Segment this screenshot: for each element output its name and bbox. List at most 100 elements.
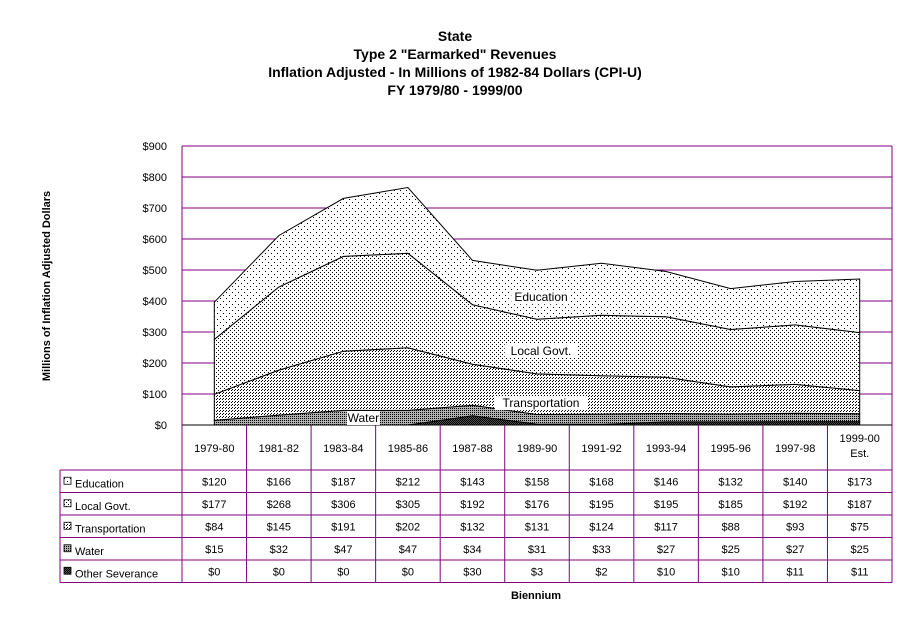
chart-title: State Type 2 "Earmarked" Revenues Inflat… bbox=[268, 28, 642, 98]
area-label: Local Govt. bbox=[511, 344, 572, 358]
table-cell-value: $212 bbox=[396, 476, 420, 488]
y-tick-label: $600 bbox=[143, 234, 167, 246]
table-cell-value: $305 bbox=[396, 499, 420, 511]
x-category-label: Est. bbox=[850, 448, 869, 460]
row-series-name: Water bbox=[75, 546, 104, 558]
area-label: Transportation bbox=[503, 396, 580, 410]
legend-key bbox=[63, 521, 72, 530]
table-cell-value: $146 bbox=[654, 476, 678, 488]
area-label: Water bbox=[348, 411, 380, 425]
x-category-label: 1999-00 bbox=[840, 433, 880, 445]
table-cell-value: $306 bbox=[331, 499, 355, 511]
table-cell-value: $145 bbox=[267, 521, 291, 533]
table-cell-value: $47 bbox=[399, 544, 417, 556]
table-cell-value: $0 bbox=[402, 566, 414, 578]
y-tick-label: $200 bbox=[143, 358, 167, 370]
legend-key bbox=[63, 566, 72, 575]
y-tick-label: $800 bbox=[143, 172, 167, 184]
table-cell-value: $177 bbox=[202, 499, 226, 511]
table-cell-value: $25 bbox=[851, 544, 869, 556]
area-label-bg bbox=[346, 411, 380, 425]
table-cell-value: $3 bbox=[531, 566, 543, 578]
area-series bbox=[213, 186, 861, 426]
table-cell-value: $84 bbox=[205, 521, 223, 533]
table-cell-value: $11 bbox=[851, 566, 869, 578]
area-label-bg bbox=[511, 290, 571, 305]
data-table: 1979-80 1981-82 1983-84 1985-86 1987-88 1989-… bbox=[59, 425, 893, 583]
title-line: State bbox=[438, 28, 472, 44]
table-cell-value: $32 bbox=[270, 544, 288, 556]
table-cell-value: $192 bbox=[460, 499, 484, 511]
x-category-label: 1979-80 bbox=[194, 443, 234, 455]
table-cell-value: $30 bbox=[463, 566, 481, 578]
table-cell-value: $173 bbox=[847, 476, 871, 488]
table-cell-value: $2 bbox=[595, 566, 607, 578]
table-cell-value: $10 bbox=[721, 566, 739, 578]
title-line: FY 1979/80 - 1999/00 bbox=[387, 82, 522, 98]
table-cell-value: $15 bbox=[205, 544, 223, 556]
x-category-label: 1985-86 bbox=[388, 443, 428, 455]
legend-key bbox=[63, 544, 72, 553]
table-cell-value: $195 bbox=[589, 499, 613, 511]
title-line: Inflation Adjusted - In Millions of 1982… bbox=[268, 64, 642, 80]
table-cell-value: $187 bbox=[331, 476, 355, 488]
area-label-bg bbox=[504, 343, 578, 358]
table-cell-value: $34 bbox=[463, 544, 481, 556]
table-cell-value: $131 bbox=[525, 521, 549, 533]
x-category-label: 1995-96 bbox=[710, 443, 750, 455]
table-cell-value: $143 bbox=[460, 476, 484, 488]
legend-key bbox=[63, 476, 72, 485]
y-axis-ticks: $0 $100 $200 $300 $400 $500 $600 $700 $800 $900 bbox=[143, 141, 167, 432]
table-cell-value: $132 bbox=[460, 521, 484, 533]
x-category-label: 1991-92 bbox=[581, 443, 621, 455]
legend-key bbox=[63, 499, 72, 508]
y-tick-label: $300 bbox=[143, 327, 167, 339]
table-cell-value: $132 bbox=[718, 476, 742, 488]
area-labels: Education Local Govt. Transportation Water bbox=[346, 290, 588, 425]
table-cell-value: $168 bbox=[589, 476, 613, 488]
row-series-name: Local Govt. bbox=[75, 501, 131, 513]
table-cell-value: $202 bbox=[396, 521, 420, 533]
table-cell-value: $185 bbox=[718, 499, 742, 511]
table-cell-value: $27 bbox=[786, 544, 804, 556]
table-cell-value: $192 bbox=[783, 499, 807, 511]
table-cell-value: $117 bbox=[654, 521, 678, 533]
row-series-name: Transportation bbox=[75, 523, 146, 535]
y-axis-title: Millions of Inflation Adjusted Dollars bbox=[41, 191, 53, 381]
table-cell-value: $93 bbox=[786, 521, 804, 533]
table-cell-value: $187 bbox=[847, 499, 871, 511]
y-tick-label: $700 bbox=[143, 203, 167, 215]
table-cell-value: $10 bbox=[657, 566, 675, 578]
table-cell-value: $75 bbox=[851, 521, 869, 533]
table-cell-value: $268 bbox=[267, 499, 291, 511]
x-category-label: 1997-98 bbox=[775, 443, 815, 455]
y-tick-label: $400 bbox=[143, 296, 167, 308]
table-cell-value: $0 bbox=[337, 566, 349, 578]
table-cell-value: $88 bbox=[721, 521, 739, 533]
y-tick-label: $900 bbox=[143, 141, 167, 153]
table-cell-value: $0 bbox=[273, 566, 285, 578]
x-category-label: 1981-82 bbox=[259, 443, 299, 455]
table-cell-value: $11 bbox=[786, 566, 804, 578]
x-category-label: 1989-90 bbox=[517, 443, 557, 455]
row-series-name: Other Severance bbox=[75, 568, 158, 580]
area-label: Education bbox=[514, 290, 567, 304]
table-cell-value: $191 bbox=[331, 521, 355, 533]
table-cell-value: $176 bbox=[525, 499, 549, 511]
area-label-bg bbox=[494, 396, 588, 411]
y-tick-label: $0 bbox=[155, 420, 167, 432]
title-line: Type 2 "Earmarked" Revenues bbox=[354, 46, 557, 62]
table-cell-value: $47 bbox=[334, 544, 352, 556]
x-category-label: 1983-84 bbox=[323, 443, 363, 455]
table-cell-value: $195 bbox=[654, 499, 678, 511]
table-cell-value: $33 bbox=[592, 544, 610, 556]
table-cell-value: $158 bbox=[525, 476, 549, 488]
table-cell-value: $25 bbox=[721, 544, 739, 556]
table-cell-value: $166 bbox=[267, 476, 291, 488]
row-series-name: Education bbox=[75, 478, 124, 490]
table-cell-value: $0 bbox=[208, 566, 220, 578]
table-cell-value: $124 bbox=[589, 521, 613, 533]
x-axis-title: Biennium bbox=[511, 590, 561, 602]
x-category-label: 1993-94 bbox=[646, 443, 686, 455]
